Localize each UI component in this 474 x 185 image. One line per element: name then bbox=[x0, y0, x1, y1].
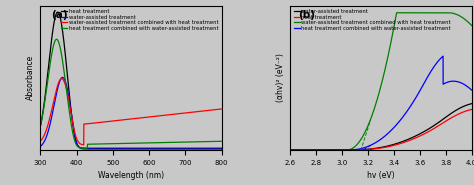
water-assisted treatment bbox=[464, 104, 469, 106]
water-assisted treatment bbox=[430, 125, 436, 127]
heat treatment bbox=[288, 149, 293, 151]
heat treatment bbox=[117, 147, 122, 149]
heat treatment bbox=[469, 108, 474, 111]
X-axis label: hv (eV): hv (eV) bbox=[367, 171, 395, 180]
water-assisted treatment bbox=[60, 76, 65, 78]
heat treatment combined with water-assisted treatment bbox=[440, 55, 446, 57]
water-assisted treatment bbox=[464, 104, 469, 106]
Legend: heat treatment, water-assisted treatment, water-assisted treatment combined with: heat treatment, water-assisted treatment… bbox=[60, 8, 219, 32]
water-assisted treatment combined with heat treatment bbox=[180, 112, 186, 114]
water-assisted treatment combined with heat treatment bbox=[371, 109, 376, 112]
water-assisted treatment combined with heat treatment bbox=[47, 118, 53, 120]
Line: water-assisted treatment combined with heat treatment: water-assisted treatment combined with h… bbox=[291, 13, 472, 150]
heat treatment combined with water-assisted treatment bbox=[126, 142, 131, 144]
water-assisted treatment bbox=[371, 147, 376, 150]
Line: water-assisted treatment combined with heat treatment: water-assisted treatment combined with h… bbox=[40, 79, 221, 145]
water-assisted treatment bbox=[219, 148, 224, 150]
water-assisted treatment bbox=[121, 148, 127, 150]
Y-axis label: (αhv)² (eV⁻²): (αhv)² (eV⁻²) bbox=[276, 53, 285, 102]
heat treatment bbox=[126, 147, 131, 149]
water-assisted treatment combined with heat treatment bbox=[297, 149, 302, 151]
heat treatment bbox=[180, 147, 186, 149]
Line: heat treatment: heat treatment bbox=[40, 12, 221, 148]
water-assisted treatment combined with heat treatment bbox=[376, 94, 382, 96]
heat treatment bbox=[464, 110, 469, 112]
heat treatment bbox=[47, 56, 53, 58]
water-assisted treatment bbox=[214, 148, 219, 150]
heat treatment bbox=[214, 147, 219, 149]
heat treatment combined with water-assisted treatment bbox=[371, 143, 376, 145]
heat treatment bbox=[219, 147, 224, 149]
heat treatment bbox=[37, 126, 43, 128]
heat treatment bbox=[121, 147, 127, 149]
water-assisted treatment bbox=[47, 125, 53, 127]
water-assisted treatment combined with heat treatment bbox=[59, 78, 64, 80]
heat treatment combined with water-assisted treatment bbox=[37, 126, 43, 128]
water-assisted treatment combined with heat treatment bbox=[219, 108, 224, 110]
heat treatment combined with water-assisted treatment bbox=[464, 85, 469, 87]
water-assisted treatment bbox=[376, 147, 382, 149]
water-assisted treatment combined with heat treatment bbox=[81, 144, 87, 146]
heat treatment bbox=[297, 149, 302, 151]
heat treatment bbox=[55, 11, 61, 13]
heat treatment combined with water-assisted treatment bbox=[214, 140, 219, 142]
Line: heat treatment combined with water-assisted treatment: heat treatment combined with water-assis… bbox=[40, 39, 221, 148]
water-assisted treatment bbox=[288, 149, 293, 151]
heat treatment combined with water-assisted treatment bbox=[54, 38, 59, 40]
Y-axis label: Absorbance: Absorbance bbox=[26, 55, 35, 100]
Line: water-assisted treatment: water-assisted treatment bbox=[291, 104, 472, 150]
water-assisted treatment bbox=[180, 148, 186, 150]
Text: (b): (b) bbox=[298, 10, 315, 20]
heat treatment combined with water-assisted treatment bbox=[180, 141, 186, 143]
water-assisted treatment combined with heat treatment bbox=[37, 140, 43, 142]
water-assisted treatment combined with heat treatment bbox=[464, 19, 469, 22]
water-assisted treatment bbox=[118, 148, 124, 150]
heat treatment bbox=[376, 147, 382, 149]
heat treatment combined with water-assisted treatment bbox=[430, 67, 436, 69]
Line: heat treatment: heat treatment bbox=[291, 110, 472, 150]
heat treatment combined with water-assisted treatment bbox=[84, 147, 90, 149]
heat treatment combined with water-assisted treatment bbox=[469, 89, 474, 91]
heat treatment combined with water-assisted treatment bbox=[376, 140, 382, 142]
water-assisted treatment combined with heat treatment bbox=[213, 108, 219, 111]
heat treatment combined with water-assisted treatment bbox=[121, 142, 127, 144]
water-assisted treatment combined with heat treatment bbox=[121, 119, 127, 121]
heat treatment combined with water-assisted treatment bbox=[464, 85, 469, 87]
heat treatment combined with water-assisted treatment bbox=[219, 140, 224, 142]
heat treatment bbox=[464, 110, 469, 112]
heat treatment combined with water-assisted treatment bbox=[47, 67, 53, 69]
heat treatment bbox=[430, 128, 436, 130]
heat treatment bbox=[371, 148, 376, 150]
Line: heat treatment combined with water-assisted treatment: heat treatment combined with water-assis… bbox=[291, 56, 472, 150]
Legend: water-assisted treatment, heat treatment, water-assisted treatment combined with: water-assisted treatment, heat treatment… bbox=[293, 8, 452, 32]
water-assisted treatment combined with heat treatment bbox=[214, 108, 219, 111]
water-assisted treatment bbox=[213, 148, 219, 150]
Text: (a): (a) bbox=[51, 10, 68, 20]
water-assisted treatment bbox=[297, 149, 302, 151]
water-assisted treatment combined with heat treatment bbox=[394, 12, 400, 14]
water-assisted treatment combined with heat treatment bbox=[464, 19, 469, 22]
water-assisted treatment combined with heat treatment bbox=[288, 149, 293, 151]
water-assisted treatment bbox=[126, 148, 131, 150]
water-assisted treatment combined with heat treatment bbox=[430, 12, 436, 14]
water-assisted treatment bbox=[469, 102, 474, 105]
water-assisted treatment combined with heat treatment bbox=[126, 118, 131, 120]
X-axis label: Wavelength (nm): Wavelength (nm) bbox=[98, 171, 164, 180]
water-assisted treatment bbox=[37, 145, 43, 148]
water-assisted treatment combined with heat treatment bbox=[469, 24, 474, 27]
heat treatment combined with water-assisted treatment bbox=[213, 140, 219, 142]
heat treatment bbox=[213, 147, 219, 149]
heat treatment combined with water-assisted treatment bbox=[297, 149, 302, 151]
heat treatment combined with water-assisted treatment bbox=[288, 149, 293, 151]
Line: water-assisted treatment: water-assisted treatment bbox=[40, 77, 221, 149]
